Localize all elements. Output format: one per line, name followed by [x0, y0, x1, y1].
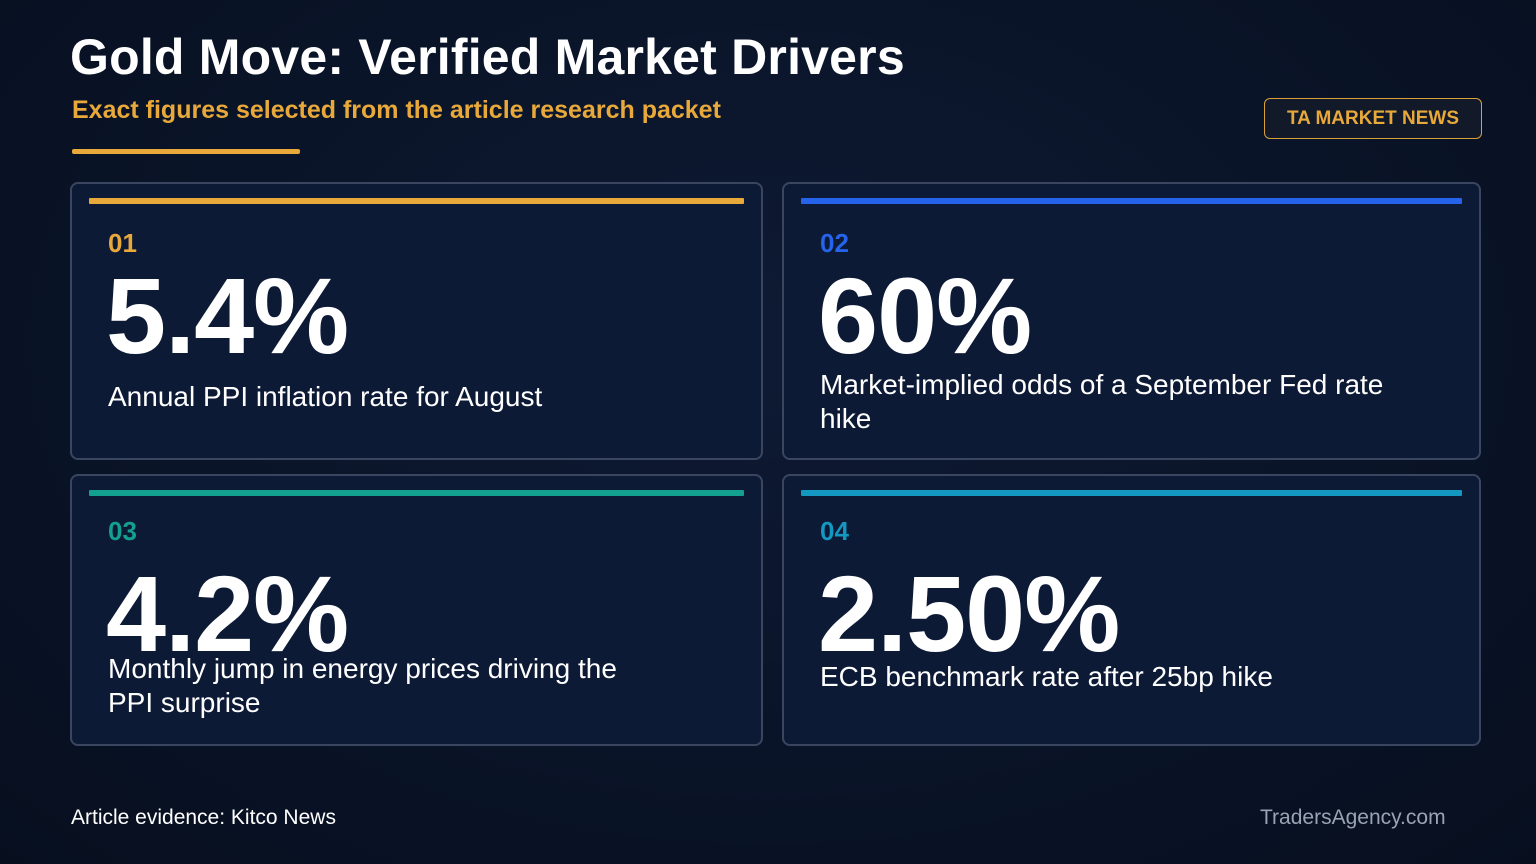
card-number: 03	[108, 516, 137, 546]
card-stat-value: 5.4%	[106, 255, 349, 376]
source-credit: Article evidence: Kitco News	[71, 806, 336, 829]
card-stat-value: 4.2%	[106, 553, 349, 674]
page-title: Gold Move: Verified Market Drivers	[70, 29, 905, 85]
brand-badge: TA MARKET NEWS	[1264, 98, 1482, 139]
stat-card-1: 01 5.4% Annual PPI inflation rate for Au…	[70, 182, 763, 460]
stat-card-3: 03 4.2% Monthly jump in energy prices dr…	[70, 474, 763, 746]
card-stat-value: 2.50%	[818, 553, 1120, 674]
stat-card-4: 04 2.50% ECB benchmark rate after 25bp h…	[782, 474, 1481, 746]
card-description: ECB benchmark rate after 25bp hike	[820, 661, 1273, 692]
stat-card-2: 02 60% Market-implied odds of a Septembe…	[782, 182, 1481, 460]
card-description: Annual PPI inflation rate for August	[108, 381, 543, 412]
card-number: 01	[108, 228, 137, 258]
card-description: Market-implied odds of a September Fed r…	[820, 369, 1384, 434]
card-accent-bar	[89, 490, 744, 496]
card-accent-bar	[801, 490, 1462, 496]
card-description: Monthly jump in energy prices driving th…	[108, 653, 617, 718]
title-accent-line	[72, 149, 300, 154]
card-number: 02	[820, 228, 849, 258]
card-accent-bar	[801, 198, 1462, 204]
card-stat-value: 60%	[818, 255, 1032, 376]
page-subtitle: Exact figures selected from the article …	[72, 96, 721, 124]
site-credit: TradersAgency.com	[1260, 806, 1446, 829]
card-accent-bar	[89, 198, 744, 204]
card-number: 04	[820, 516, 849, 546]
